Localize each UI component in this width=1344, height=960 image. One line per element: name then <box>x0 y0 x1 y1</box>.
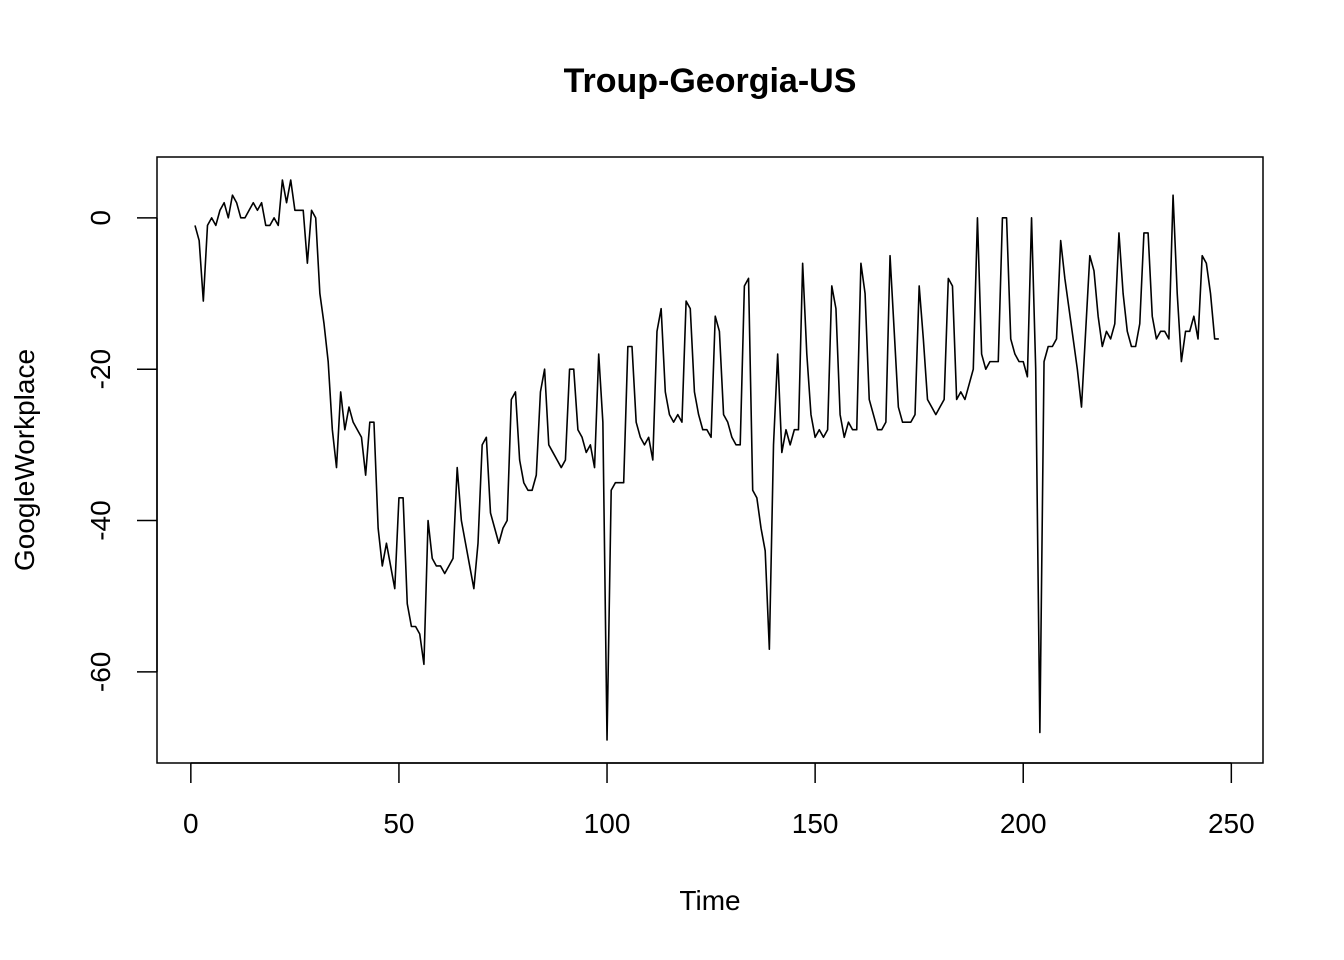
chart-title: Troup-Georgia-US <box>564 62 857 100</box>
y-axis: 0 -20 -40 -60 <box>85 210 158 692</box>
x-tick-label: 50 <box>383 808 414 839</box>
y-tick-label: -20 <box>85 349 116 389</box>
x-tick-label: 0 <box>183 808 199 839</box>
x-axis: 0 50 100 150 200 250 <box>183 762 1255 839</box>
x-tick-label: 250 <box>1208 808 1255 839</box>
x-tick-label: 150 <box>792 808 839 839</box>
x-tick-label: 100 <box>584 808 631 839</box>
series-line <box>194 179 1219 741</box>
x-axis-label: Time <box>679 885 740 916</box>
y-tick-label: -40 <box>85 500 116 540</box>
y-tick-label: 0 <box>85 210 116 226</box>
plot-frame <box>156 156 1264 764</box>
x-tick-label: 200 <box>1000 808 1047 839</box>
y-tick-label: -60 <box>85 652 116 692</box>
y-axis-label: GoogleWorkplace <box>9 349 40 571</box>
